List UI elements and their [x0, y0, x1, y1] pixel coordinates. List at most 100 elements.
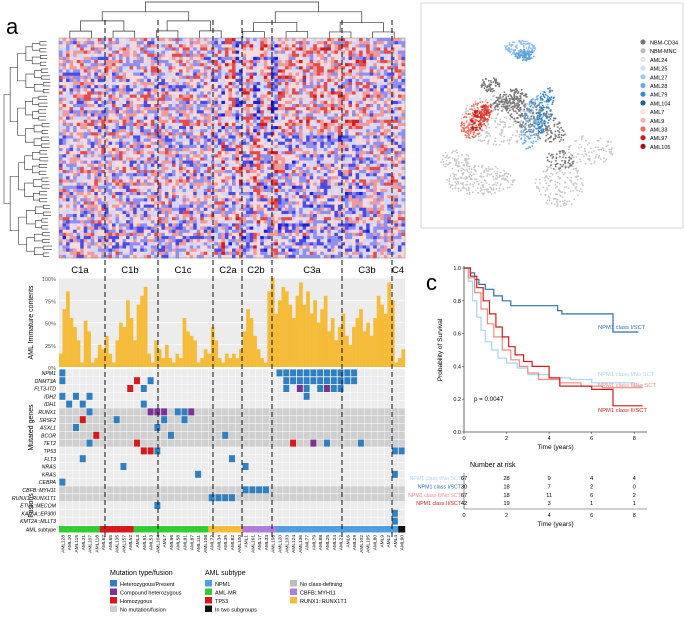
sample-label: AML135	[115, 535, 121, 553]
immature-bar	[172, 363, 176, 367]
sample-label: AML21	[81, 535, 87, 551]
mutation-cell	[392, 518, 398, 525]
immature-bar	[370, 336, 374, 367]
subtype-cell	[93, 526, 100, 533]
immature-bar	[228, 358, 232, 367]
mutation-cell	[80, 401, 86, 408]
immature-bar	[161, 358, 165, 367]
mutation-cell	[331, 385, 337, 392]
risk-value: 1	[590, 501, 593, 507]
mutation-cell	[297, 377, 303, 384]
subtype-cell	[181, 526, 188, 533]
immature-bar	[133, 340, 137, 367]
immature-bar	[387, 282, 391, 367]
cluster-label-C2a: C2a	[219, 265, 237, 276]
oncoprint-row-KAT6A::EP300	[59, 509, 405, 517]
mutation-cell	[283, 369, 289, 376]
subtype-cell	[337, 526, 344, 533]
umap-legend-dot	[640, 92, 645, 97]
immature-bar	[377, 296, 381, 367]
immature-bar	[313, 300, 317, 367]
subtype-legend-item: No class-defining	[300, 582, 342, 588]
sample-label: AML107	[88, 535, 94, 553]
mutation-cell	[243, 486, 249, 493]
mutation-cell	[304, 369, 310, 376]
subtype-legend-swatch	[290, 589, 297, 596]
immature-bar	[193, 340, 197, 367]
umap-legend-item: AML33	[650, 128, 667, 134]
subtype-cell	[195, 526, 202, 533]
subtype-cell	[358, 526, 365, 533]
subtype-cell	[174, 526, 181, 533]
km-label-class1-sct: NPM1 class I/SCT	[598, 325, 646, 331]
umap-legend-item: AML105	[650, 145, 671, 151]
subtype-cell	[398, 526, 405, 533]
subtype-legend-title: AML subtype	[205, 570, 246, 577]
immature-tick: 50%	[45, 322, 56, 328]
risk-value: 11	[546, 493, 552, 499]
mutation-cell	[148, 377, 154, 384]
mutation-cell	[215, 494, 221, 501]
immature-bar	[366, 323, 370, 368]
risk-xtick: 6	[590, 513, 593, 519]
immature-bar	[391, 300, 395, 367]
sample-label: AML33	[264, 535, 270, 551]
mutation-cell	[141, 447, 147, 454]
umap-legend-dot	[640, 74, 645, 79]
subtype-cell	[106, 526, 113, 533]
immature-bar	[59, 354, 63, 367]
sample-label: AML72	[210, 535, 216, 551]
mutation-cell	[324, 385, 330, 392]
subtype-legend-item: NPM1	[215, 582, 230, 588]
subtype-cell	[256, 526, 263, 533]
immature-bar	[91, 363, 95, 367]
mutation-cell	[310, 377, 316, 384]
subtype-cell	[296, 526, 303, 533]
mutation-cell	[297, 369, 303, 376]
subtype-cell	[127, 526, 134, 533]
immature-bar	[123, 327, 127, 367]
subtype-legend-swatch	[205, 597, 212, 604]
mutation-cell	[59, 479, 65, 486]
immature-bar	[299, 282, 303, 367]
expression-heatmap	[59, 38, 405, 258]
oncoprint-row-IDH2	[59, 392, 405, 400]
immature-bar	[246, 309, 250, 367]
immature-bar	[144, 287, 148, 367]
km-xtick: 8	[633, 436, 636, 442]
km-label-class1-nosct: NPM1 class I/No SCT	[598, 372, 655, 378]
immature-bar	[359, 309, 363, 367]
risk-value: 9	[547, 476, 550, 482]
gene-label: KAT6A::EP300	[21, 511, 56, 517]
sample-label: AML52	[128, 535, 134, 551]
mutation-cell	[324, 369, 330, 376]
subtype-legend-item: TP53	[215, 599, 228, 605]
risk-value: 67	[461, 476, 467, 482]
subtype-cell	[113, 526, 120, 533]
km-curve	[464, 268, 639, 332]
subtype-cell	[140, 526, 147, 533]
umap-legend-item: AML97	[650, 136, 667, 142]
cluster-label-C1c: C1c	[175, 265, 192, 276]
mutation-cell	[148, 447, 154, 454]
oncoprint-row-SRSF2	[59, 416, 405, 424]
row-dendrogram	[4, 42, 52, 257]
immature-bar	[165, 345, 169, 367]
sample-label: AML29	[352, 535, 358, 551]
mutation-cell	[392, 471, 398, 478]
gene-label: KMT2A::MLLT3	[20, 519, 56, 525]
umap-legend-dot	[640, 66, 645, 71]
subtype-legend-item: AML-MR	[215, 591, 237, 597]
mutation-cell	[344, 369, 350, 376]
subtype-cell	[378, 526, 385, 533]
subtype-cell	[208, 526, 215, 533]
mutation-cell	[59, 393, 65, 400]
mutation-cell	[344, 377, 350, 384]
umap-legend-item: AML7	[650, 110, 664, 116]
immature-bar	[373, 318, 377, 367]
mutation-cell	[182, 416, 188, 423]
sample-label: AML62	[101, 535, 107, 551]
mutation-cell	[290, 369, 296, 376]
mutation-cell	[249, 486, 255, 493]
